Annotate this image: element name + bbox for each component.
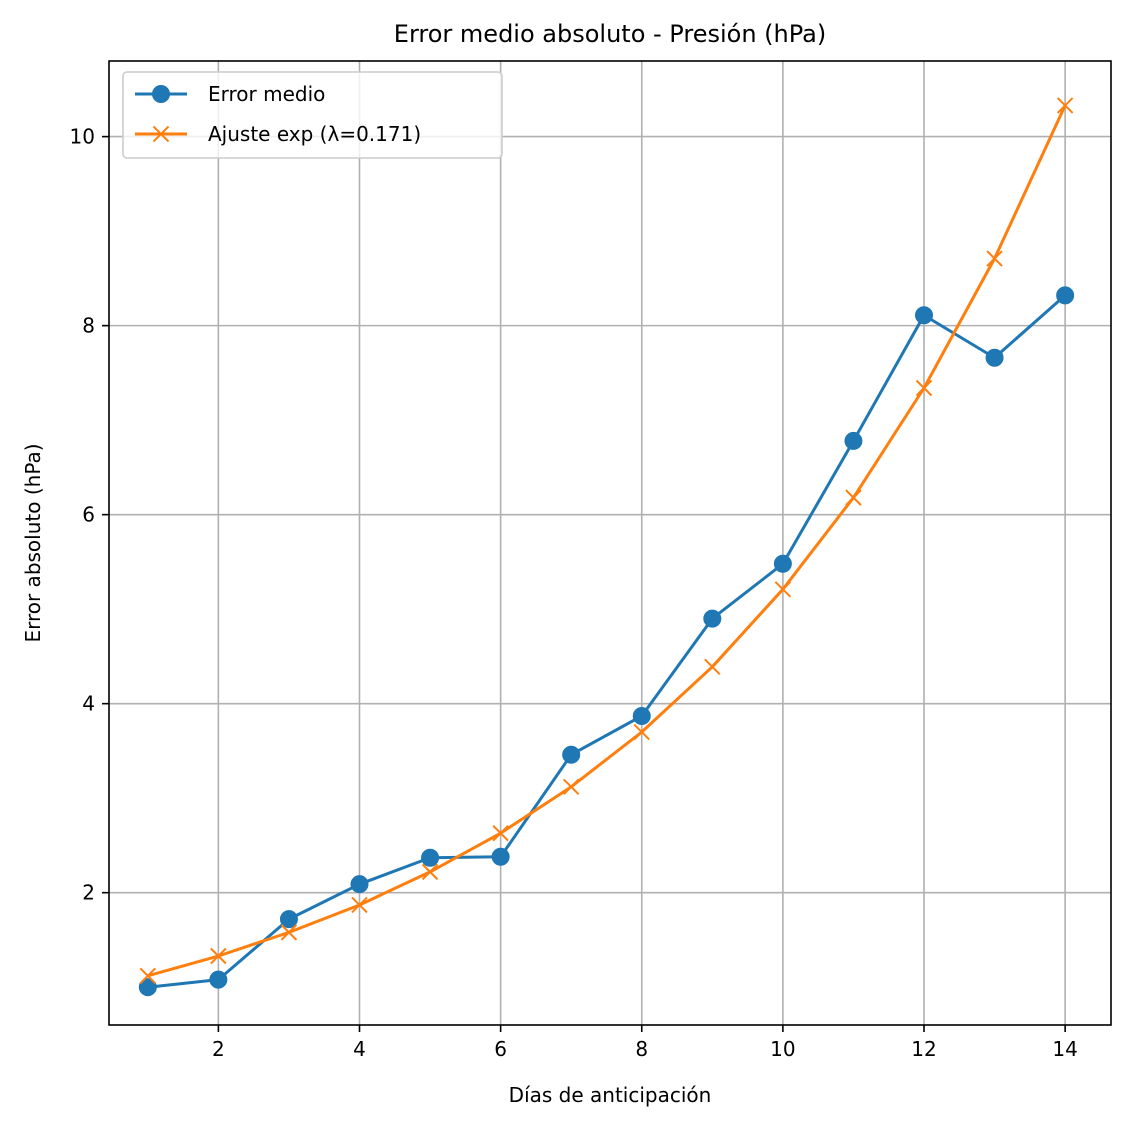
data-point — [915, 379, 933, 397]
data-point — [210, 947, 227, 965]
series-layer — [138, 97, 1075, 997]
data-point — [632, 706, 651, 725]
data-point — [279, 910, 298, 929]
legend-box — [122, 71, 503, 159]
series-1 — [138, 286, 1075, 997]
x-tick-label: 12 — [911, 1037, 936, 1061]
data-point — [1056, 97, 1074, 114]
series-line — [147, 104, 1067, 978]
data-point — [774, 581, 792, 598]
data-point — [491, 847, 510, 866]
y-tick-label: 6 — [82, 503, 95, 527]
chart-title: Error medio absoluto - Presión (hPa) — [394, 20, 826, 48]
data-point — [421, 863, 439, 881]
series-line — [147, 294, 1067, 989]
x-tick-label: 6 — [494, 1037, 507, 1061]
legend-entry: Error medio — [135, 82, 325, 106]
legend-marker — [152, 85, 170, 103]
x-tick-label: 4 — [353, 1037, 366, 1061]
data-point — [915, 306, 934, 325]
legend: Error medio Ajuste exp (λ=0.171) — [122, 71, 503, 159]
x-axis-label: Días de anticipación — [509, 1083, 712, 1107]
x-tick-label: 8 — [635, 1037, 648, 1061]
plot-frame — [108, 60, 1112, 1026]
legend-label: Error medio — [208, 82, 325, 106]
data-point — [280, 924, 298, 941]
data-point — [562, 745, 581, 764]
data-point — [704, 658, 721, 676]
data-point — [209, 970, 228, 989]
legend-marker — [152, 125, 170, 143]
data-point — [703, 609, 722, 628]
data-point — [562, 778, 580, 796]
data-point — [1056, 286, 1075, 305]
x-tick-label: 10 — [770, 1037, 795, 1061]
data-point — [633, 723, 650, 741]
data-point — [845, 489, 862, 506]
y-tick-label: 2 — [82, 881, 95, 905]
data-point — [421, 848, 440, 867]
y-tick-label: 8 — [82, 314, 95, 338]
data-point — [351, 896, 368, 914]
series-2 — [139, 97, 1074, 985]
x-tick-label: 2 — [212, 1037, 225, 1061]
legend-label: Ajuste exp (λ=0.171) — [208, 122, 421, 146]
data-point — [492, 824, 509, 842]
data-point — [844, 431, 863, 450]
data-point — [138, 978, 157, 997]
ticks: 2 4 6 8 10 12 14 2 4 6 8 10 — [70, 125, 1078, 1061]
x-tick-label: 14 — [1052, 1037, 1077, 1061]
y-tick-label: 4 — [82, 692, 95, 716]
legend-entry: Ajuste exp (λ=0.171) — [135, 122, 421, 146]
data-point — [350, 875, 369, 894]
y-axis-label: Error absoluto (hPa) — [21, 443, 45, 642]
data-point — [773, 554, 792, 573]
data-point — [986, 250, 1003, 267]
data-point — [985, 348, 1004, 367]
data-point — [139, 967, 157, 985]
y-tick-label: 10 — [70, 125, 95, 149]
